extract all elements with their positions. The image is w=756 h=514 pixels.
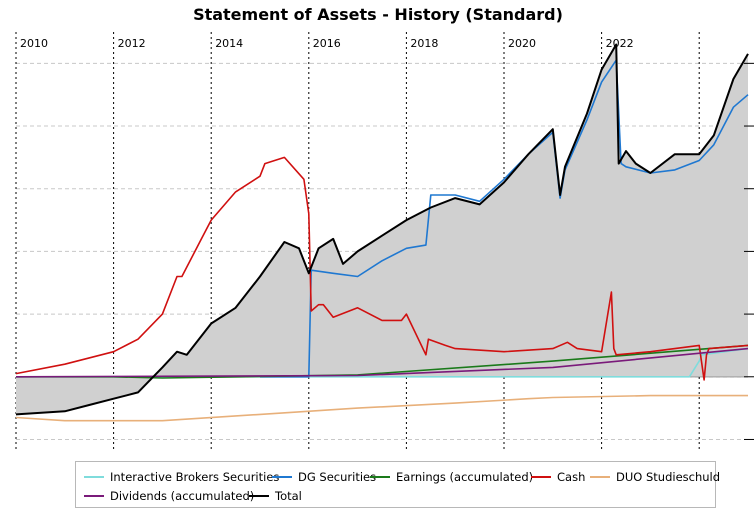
legend-label: DUO Studieschuld [616, 470, 721, 484]
legend-swatch [370, 476, 390, 478]
legend-item: DG Securities [272, 470, 376, 484]
legend-item: Dividends (accumulated) [84, 489, 254, 503]
year-divider-lines [15, 32, 700, 452]
x-tick-label: 2014 [215, 37, 243, 50]
x-tick-label: 2016 [313, 37, 341, 50]
legend-swatch [590, 476, 610, 478]
legend-item: Total [249, 489, 302, 503]
total-area-fill [16, 44, 748, 415]
x-tick-label: 2022 [606, 37, 634, 50]
x-tick-label: 2018 [410, 37, 438, 50]
legend-label: Cash [557, 470, 586, 484]
series-line-cash [15, 156, 749, 381]
legend-item: Interactive Brokers Securities [84, 470, 279, 484]
legend-label: Dividends (accumulated) [110, 489, 255, 503]
x-tick-labels: 2010 2012 2014 2016 2018 2020 2022 [20, 37, 634, 50]
series-lines [15, 43, 749, 422]
x-tick-label: 2010 [20, 37, 48, 50]
series-line-interactive-brokers-securities [16, 347, 749, 378]
x-tick-label: 2012 [118, 37, 146, 50]
legend-item: Earnings (accumulated) [370, 470, 533, 484]
legend-swatch [249, 495, 269, 497]
legend-swatch [84, 495, 104, 497]
y-tick-marks [744, 62, 754, 440]
legend-swatch [84, 476, 104, 478]
legend-swatch [531, 476, 551, 478]
series-line-total [15, 43, 749, 416]
legend-swatch [272, 476, 292, 478]
legend: Interactive Brokers Securities DG Securit… [75, 461, 720, 508]
series-line-dividends-accumulated [15, 347, 749, 378]
legend-item: Cash [531, 470, 585, 484]
legend-item: DUO Studieschuld [590, 470, 720, 484]
legend-label: Total [275, 489, 302, 503]
series-line-duo-studieschuld [15, 394, 748, 422]
x-tick-label: 2020 [508, 37, 536, 50]
legend-label: Earnings (accumulated) [396, 470, 534, 484]
chart-plot: 2010 2012 2014 2016 2018 2020 2022 [15, 32, 754, 452]
legend-label: DG Securities [298, 470, 377, 484]
chart-title: Statement of Assets - History (Standard) [193, 5, 563, 24]
legend-label: Interactive Brokers Securities [110, 470, 280, 484]
